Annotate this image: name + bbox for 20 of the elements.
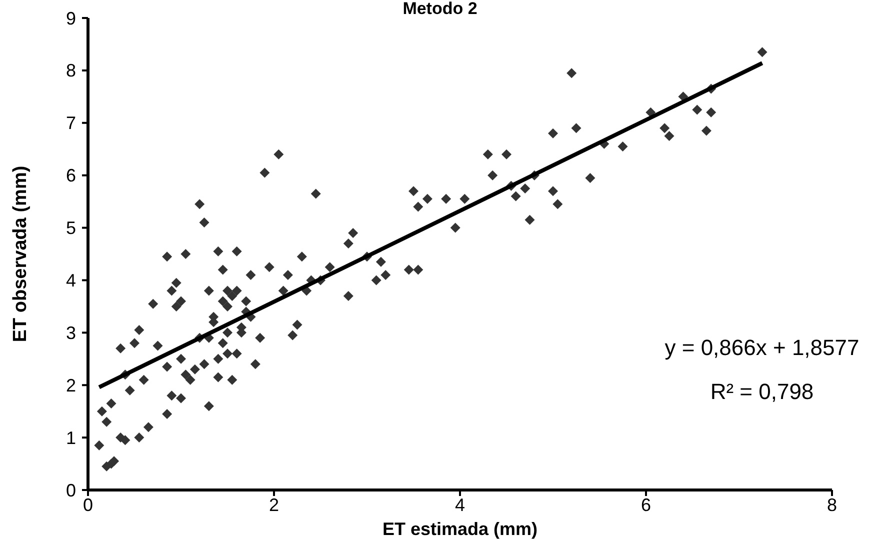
x-tick-label: 2 (268, 495, 280, 515)
y-tick-label: 8 (66, 60, 76, 81)
x-axis-title: ET estimada (mm) (382, 519, 538, 539)
y-tick-label: 5 (66, 218, 76, 238)
y-tick-label: 1 (66, 428, 76, 448)
y-tick-label: 2 (66, 375, 76, 396)
x-tick-label: 4 (454, 495, 466, 515)
x-tick-label: 6 (640, 495, 652, 515)
x-tick-label: 8 (826, 495, 838, 515)
x-tick-label: 0 (82, 495, 94, 515)
annotation: y = 0,866x + 1,8577 (664, 335, 860, 360)
chart-title: Metodo 2 (402, 0, 478, 18)
y-tick-label: 9 (66, 8, 76, 28)
y-axis-title: ET observada (mm) (10, 166, 31, 342)
y-tick-label: 4 (66, 270, 76, 291)
y-tick-label: 7 (66, 113, 76, 134)
y-tick-label: 6 (66, 166, 76, 186)
annotation: R² = 0,798 (710, 379, 814, 404)
y-tick-label: 0 (66, 480, 76, 500)
y-tick-label: 3 (66, 322, 76, 343)
